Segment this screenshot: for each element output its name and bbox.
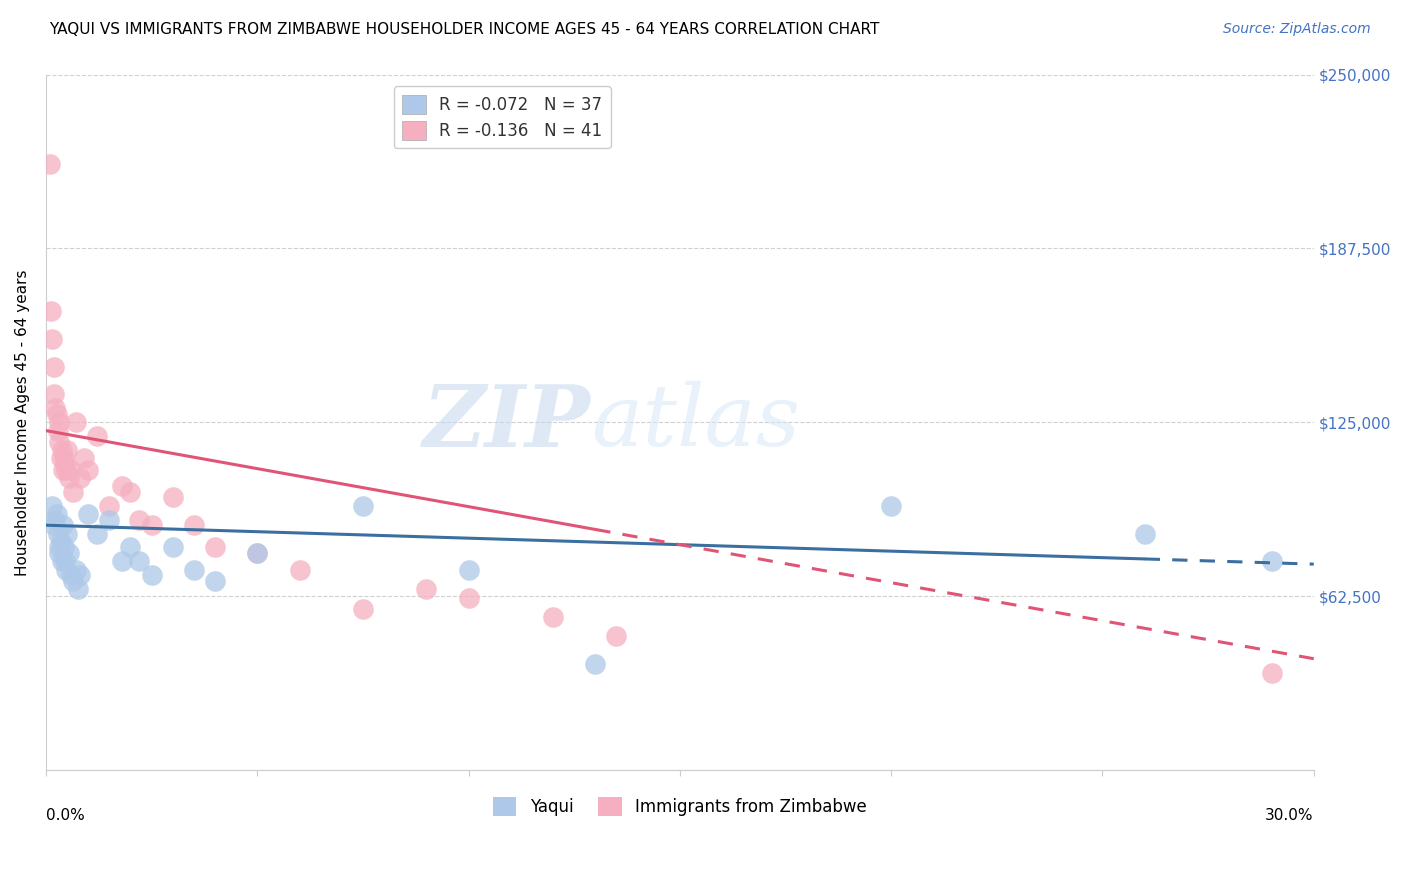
- Point: [1133, 526, 1156, 541]
- Point: [246, 546, 269, 560]
- Point: [48, 434, 70, 449]
- Point: [77, 462, 100, 476]
- Point: [44, 513, 66, 527]
- Point: [111, 479, 134, 493]
- Text: 30.0%: 30.0%: [1265, 808, 1313, 823]
- Point: [183, 518, 205, 533]
- Point: [86, 429, 108, 443]
- Point: [120, 484, 142, 499]
- Point: [415, 582, 437, 597]
- Point: [41, 304, 63, 318]
- Point: [44, 401, 66, 416]
- Point: [246, 546, 269, 560]
- Point: [288, 563, 311, 577]
- Point: [77, 507, 100, 521]
- Point: [51, 443, 73, 458]
- Point: [162, 491, 184, 505]
- Text: atlas: atlas: [591, 381, 800, 464]
- Point: [62, 574, 84, 588]
- Point: [65, 415, 87, 429]
- Point: [65, 563, 87, 577]
- Point: [86, 526, 108, 541]
- Point: [98, 513, 121, 527]
- Point: [204, 541, 226, 555]
- Point: [49, 534, 72, 549]
- Point: [111, 554, 134, 568]
- Point: [45, 507, 67, 521]
- Point: [1260, 554, 1282, 568]
- Point: [48, 546, 70, 560]
- Point: [52, 462, 75, 476]
- Point: [42, 359, 65, 374]
- Point: [52, 451, 75, 466]
- Point: [51, 554, 73, 568]
- Point: [62, 484, 84, 499]
- Text: ZIP: ZIP: [423, 381, 591, 464]
- Point: [52, 518, 75, 533]
- Point: [162, 541, 184, 555]
- Point: [52, 541, 75, 555]
- Point: [46, 526, 69, 541]
- Y-axis label: Householder Income Ages 45 - 64 years: Householder Income Ages 45 - 64 years: [15, 269, 30, 575]
- Point: [55, 462, 77, 476]
- Point: [352, 601, 374, 615]
- Point: [120, 541, 142, 555]
- Point: [183, 563, 205, 577]
- Point: [69, 471, 91, 485]
- Point: [41, 499, 63, 513]
- Point: [128, 513, 150, 527]
- Point: [41, 332, 63, 346]
- Point: [1260, 665, 1282, 680]
- Text: Source: ZipAtlas.com: Source: ZipAtlas.com: [1223, 22, 1371, 37]
- Point: [98, 499, 121, 513]
- Point: [605, 630, 627, 644]
- Point: [880, 499, 903, 513]
- Point: [541, 610, 564, 624]
- Point: [53, 457, 76, 471]
- Point: [66, 582, 89, 597]
- Point: [73, 451, 96, 466]
- Point: [55, 563, 77, 577]
- Point: [141, 568, 163, 582]
- Point: [141, 518, 163, 533]
- Legend: Yaqui, Immigrants from Zimbabwe: Yaqui, Immigrants from Zimbabwe: [485, 789, 875, 824]
- Point: [58, 546, 80, 560]
- Point: [69, 568, 91, 582]
- Point: [48, 541, 70, 555]
- Point: [56, 443, 79, 458]
- Text: YAQUI VS IMMIGRANTS FROM ZIMBABWE HOUSEHOLDER INCOME AGES 45 - 64 YEARS CORRELAT: YAQUI VS IMMIGRANTS FROM ZIMBABWE HOUSEH…: [49, 22, 880, 37]
- Point: [128, 554, 150, 568]
- Point: [56, 526, 79, 541]
- Point: [45, 407, 67, 421]
- Point: [39, 156, 62, 170]
- Point: [48, 415, 70, 429]
- Point: [583, 657, 606, 672]
- Point: [352, 499, 374, 513]
- Text: 0.0%: 0.0%: [46, 808, 84, 823]
- Point: [44, 387, 66, 401]
- Point: [457, 563, 479, 577]
- Point: [46, 424, 69, 438]
- Point: [60, 462, 83, 476]
- Point: [53, 554, 76, 568]
- Point: [49, 451, 72, 466]
- Point: [457, 591, 479, 605]
- Point: [60, 568, 83, 582]
- Point: [58, 471, 80, 485]
- Point: [42, 518, 65, 533]
- Point: [204, 574, 226, 588]
